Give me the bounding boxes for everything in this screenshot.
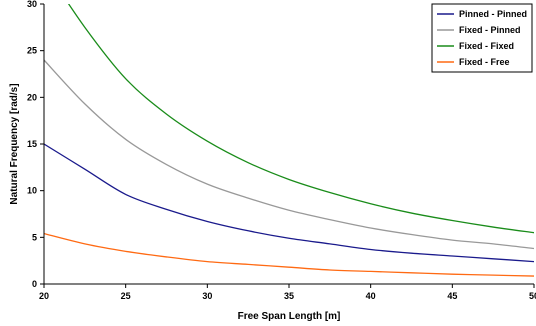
- series-line-fixed-fixed: [67, 4, 534, 234]
- legend-label-fixed-free: Fixed - Free: [459, 57, 510, 67]
- legend-label-pinned-pinned: Pinned - Pinned: [459, 9, 527, 19]
- series-line-fixed-free: [44, 232, 534, 277]
- series-line-fixed-pinned: [44, 59, 534, 250]
- y-axis-title: Natural Frequency [rad/s]: [9, 83, 20, 204]
- x-tick-label: 20: [39, 291, 49, 301]
- y-tick-label: 10: [27, 186, 37, 196]
- legend-label-fixed-fixed: Fixed - Fixed: [459, 41, 514, 51]
- y-tick-label: 5: [32, 232, 37, 242]
- series-line-pinned-pinned: [44, 143, 534, 263]
- y-tick-label: 25: [27, 46, 37, 56]
- x-tick-label: 30: [202, 291, 212, 301]
- y-tick-label: 20: [27, 92, 37, 102]
- legend-box: [431, 3, 533, 73]
- x-tick-label: 45: [447, 291, 457, 301]
- legend-label-fixed-pinned: Fixed - Pinned: [459, 25, 521, 35]
- x-tick-label: 50: [529, 291, 536, 301]
- x-axis-title: Free Span Length [m]: [238, 311, 341, 322]
- y-tick-label: 30: [27, 0, 37, 9]
- x-tick-label: 35: [284, 291, 294, 301]
- legend: Pinned - Pinned Fixed - Pinned Fixed - Fix…: [431, 3, 533, 73]
- x-tick-label: 25: [121, 291, 131, 301]
- axes-layer: 20 25 30 35 40 45 50 0 5 10 15 20 25 30: [27, 0, 536, 301]
- y-tick-label: 15: [27, 139, 37, 149]
- x-tick-label: 40: [366, 291, 376, 301]
- y-tick-label: 0: [32, 279, 37, 289]
- series-layer: [44, 4, 534, 277]
